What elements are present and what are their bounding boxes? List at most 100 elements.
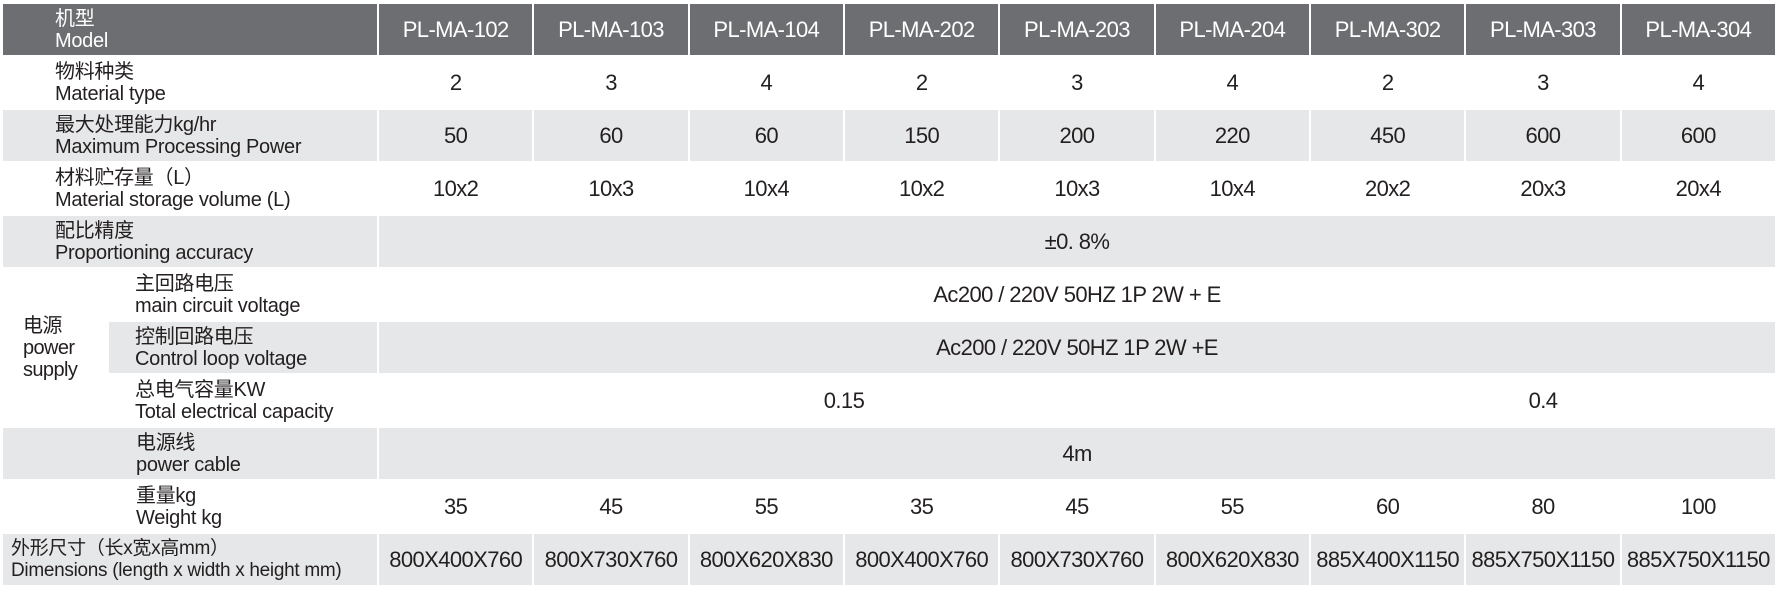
value-cell: 55 (1153, 479, 1311, 534)
value-cell: Ac200 / 220V 50HZ 1P 2W +E (377, 320, 1777, 375)
table-row: 控制回路电压 Control loop voltage Ac200 / 220V 5… (2, 320, 1777, 375)
value-cell: 4 (687, 55, 846, 110)
label-en: Dimensions (length x width x height mm) (11, 559, 342, 581)
value-cell: ±0. 8% (377, 214, 1777, 269)
value-cell: 150 (842, 108, 1001, 163)
model-cell: PL-MA-303 (1464, 2, 1622, 57)
label-en: Material storage volume (L) (55, 188, 291, 211)
model-cell: PL-MA-304 (1619, 2, 1778, 57)
row-label: 物料种类 Material type (0, 55, 380, 110)
value-cell: 45 (998, 479, 1156, 534)
model-cell: PL-MA-103 (532, 2, 690, 57)
value-cell: 10x2 (842, 161, 1001, 216)
table-row: 重量kg Weight kg 35 45 55 35 45 55 60 80 100 (0, 479, 1778, 534)
value-cell: 800X400X760 (377, 532, 535, 587)
label-en: Total electrical capacity (135, 400, 334, 423)
value-cell: 60 (532, 108, 690, 163)
table-row: 材料贮存量（L） Material storage volume (L) 10x2 1… (0, 161, 1778, 216)
value-cell: 2 (842, 55, 1001, 110)
value-cell: 2 (377, 55, 535, 110)
label-cn: 物料种类 (55, 60, 134, 83)
value-cell: 10x3 (532, 161, 690, 216)
value-cell: 60 (1308, 479, 1467, 534)
label-cn: 材料贮存量（L） (55, 166, 204, 189)
label-en: main circuit voltage (135, 294, 301, 317)
value-cell: 20x3 (1464, 161, 1622, 216)
label-cn: 主回路电压 (135, 272, 234, 295)
value-cell: 885X750X1150 (1619, 532, 1778, 587)
value-cell: 3 (998, 55, 1156, 110)
model-cell: PL-MA-302 (1308, 2, 1467, 57)
value-cell: 0.15 (377, 373, 1311, 428)
label-cn: 重量kg (136, 484, 196, 507)
row-label: 总电气容量KW Total electrical capacity (106, 373, 380, 428)
table-row: 物料种类 Material type 2 3 4 2 3 4 2 3 4 (0, 55, 1778, 110)
table-row: 总电气容量KW Total electrical capacity 0.15 0.4 (2, 373, 1778, 428)
value-cell: 4 (1619, 55, 1778, 110)
value-cell: Ac200 / 220V 50HZ 1P 2W + E (377, 267, 1777, 322)
label-en: Material type (55, 82, 166, 105)
value-cell: 20x2 (1308, 161, 1467, 216)
label-en: Control loop voltage (135, 347, 307, 370)
label-cn: 总电气容量KW (135, 378, 266, 401)
label-en: Proportioning accuracy (55, 241, 253, 264)
value-cell: 80 (1464, 479, 1622, 534)
value-cell: 885X400X1150 (1308, 532, 1467, 587)
table-row: 电源线 power cable 4m (0, 426, 1777, 481)
label-en: power cable (136, 453, 241, 476)
model-cell: PL-MA-204 (1153, 2, 1311, 57)
value-cell: 800X400X760 (842, 532, 1001, 587)
value-cell: 20x4 (1619, 161, 1778, 216)
value-cell: 60 (687, 108, 846, 163)
table-row: 最大处理能力kg/hr Maximum Processing Power 50 60 6… (0, 108, 1778, 163)
table-row: 外形尺寸（长x宽x高mm） Dimensions (length x width … (0, 532, 1778, 587)
row-label: 控制回路电压 Control loop voltage (106, 320, 380, 375)
label-cn: 机型 (55, 7, 95, 30)
value-cell: 4m (377, 426, 1777, 481)
value-cell: 3 (1464, 55, 1622, 110)
value-cell: 2 (1308, 55, 1467, 110)
row-label: 机型 Model (0, 2, 380, 57)
value-cell: 800X730X760 (532, 532, 690, 587)
model-cell: PL-MA-203 (998, 2, 1156, 57)
value-cell: 3 (532, 55, 690, 110)
value-cell: 100 (1619, 479, 1778, 534)
row-label: 主回路电压 main circuit voltage (106, 267, 380, 322)
row-label: 电源线 power cable (0, 426, 380, 481)
row-label: 最大处理能力kg/hr Maximum Processing Power (0, 108, 380, 163)
table-row: 配比精度 Proportioning accuracy ±0. 8% (0, 214, 1777, 269)
value-cell: 600 (1619, 108, 1778, 163)
value-cell: 10x4 (687, 161, 846, 216)
label-en: Maximum Processing Power (55, 135, 302, 158)
value-cell: 10x2 (377, 161, 535, 216)
label-cn: 配比精度 (55, 219, 134, 242)
value-cell: 800X620X830 (1153, 532, 1311, 587)
value-cell: 35 (842, 479, 1001, 534)
value-cell: 50 (377, 108, 535, 163)
row-label: 材料贮存量（L） Material storage volume (L) (0, 161, 380, 216)
value-cell: 10x4 (1153, 161, 1311, 216)
value-cell: 0.4 (1308, 373, 1778, 428)
header-row: 机型 Model PL-MA-102 PL-MA-103 PL-MA-104 PL-MA-… (0, 2, 1778, 57)
label-cn: 外形尺寸（长x宽x高mm） (11, 537, 229, 559)
value-cell: 450 (1308, 108, 1467, 163)
label-cn: 控制回路电压 (135, 325, 254, 348)
model-cell: PL-MA-104 (687, 2, 846, 57)
value-cell: 10x3 (998, 161, 1156, 216)
group-cn: 电源 (23, 314, 62, 337)
model-cell: PL-MA-202 (842, 2, 1001, 57)
row-label: 外形尺寸（长x宽x高mm） Dimensions (length x width … (0, 532, 380, 587)
value-cell: 885X750X1150 (1464, 532, 1622, 587)
label-cn: 最大处理能力kg/hr (55, 113, 217, 136)
label-cn: 电源线 (136, 431, 196, 454)
value-cell: 35 (377, 479, 535, 534)
label-en: Model (55, 29, 108, 52)
row-label: 配比精度 Proportioning accuracy (0, 214, 380, 269)
table-row: 电源 power supply 主回路电压 main circuit voltage A… (1, 267, 1777, 428)
model-cell: PL-MA-102 (377, 2, 535, 57)
value-cell: 45 (532, 479, 690, 534)
value-cell: 220 (1153, 108, 1311, 163)
value-cell: 800X730X760 (998, 532, 1156, 587)
group-en: power supply (23, 336, 78, 381)
spec-table: 机型 Model PL-MA-102 PL-MA-103 PL-MA-104 PL-MA-… (0, 2, 1778, 587)
